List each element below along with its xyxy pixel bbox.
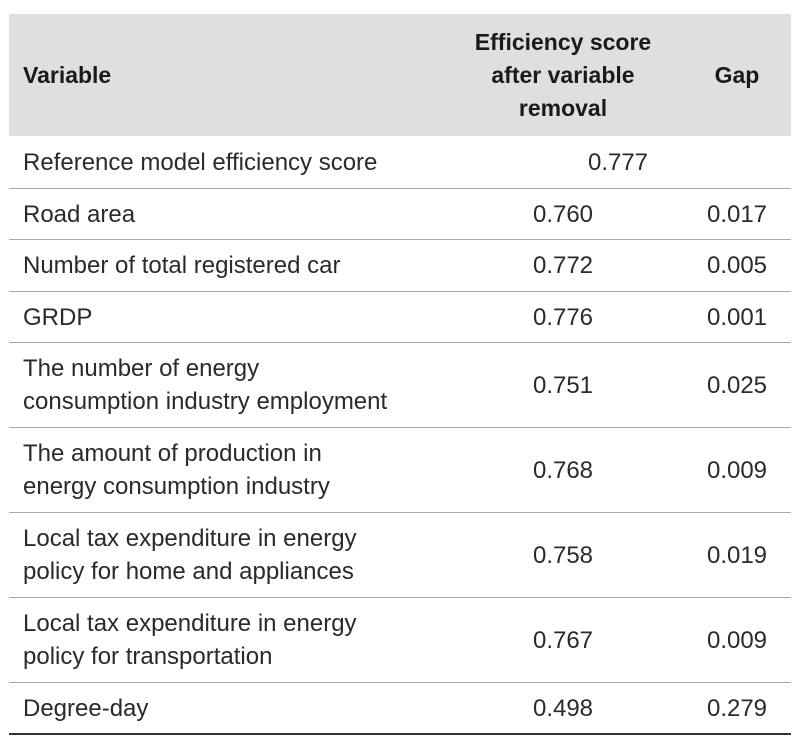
score-cell: 0.751 [532,371,594,399]
variable-cell: Local tax expenditure in energy policy f… [23,513,493,597]
variable-line: Road area [23,200,136,228]
gap-cell: 0.001 [706,303,768,331]
variable-line: policy for home and appliances [23,558,354,585]
table-header: Variable Efficiency score after variable… [9,14,791,136]
reference-value: 0.777 [587,148,649,176]
variable-line: Local tax expenditure in energy [23,610,357,637]
variable-cell: Number of total registered car [23,240,493,291]
variable-line: Local tax expenditure in energy [23,525,357,552]
table-row: Degree-day 0.498 0.279 [9,683,791,735]
gap-cell: 0.009 [706,626,768,654]
header-efficiency-line: after variable [491,61,635,88]
score-cell: 0.498 [532,694,594,722]
score-cell: 0.760 [532,200,594,228]
data-table: Variable Efficiency score after variable… [9,14,791,735]
variable-cell: Road area [23,189,493,239]
score-cell: 0.776 [532,303,594,331]
table-row: The number of energy consumption industr… [9,343,791,428]
header-variable: Variable [23,61,112,88]
table-row: Local tax expenditure in energy policy f… [9,513,791,598]
variable-line: GRDP [23,303,93,331]
gap-cell: 0.279 [706,694,768,722]
gap-cell: 0.019 [706,541,768,569]
variable-line: Number of total registered car [23,252,341,279]
gap-cell: 0.017 [706,200,768,228]
table-row: Number of total registered car 0.772 0.0… [9,240,791,292]
gap-cell: 0.009 [706,456,768,484]
header-gap: Gap [714,61,760,88]
variable-line: policy for transportation [23,643,273,670]
variable-cell: The amount of production in energy consu… [23,428,493,512]
variable-cell: The number of energy consumption industr… [23,343,493,427]
variable-cell: Local tax expenditure in energy policy f… [23,598,493,682]
gap-cell: 0.005 [706,252,768,279]
reference-row: Reference model efficiency score 0.777 [9,136,791,189]
reference-label: Reference model efficiency score [23,148,378,176]
table-row: The amount of production in energy consu… [9,428,791,513]
header-efficiency-line: Efficiency score [474,28,652,55]
table-row: GRDP 0.776 0.001 [9,292,791,343]
variable-cell: GRDP [23,292,493,342]
table-row: Road area 0.760 0.017 [9,189,791,240]
variable-line: The amount of production in [23,440,322,467]
variable-line: energy consumption industry [23,473,330,500]
score-cell: 0.768 [532,456,594,484]
table-row: Local tax expenditure in energy policy f… [9,598,791,683]
header-efficiency-line: removal [518,94,608,121]
variable-line: Degree-day [23,694,149,722]
variable-cell: Degree-day [23,683,493,733]
header-efficiency-score: Efficiency score after variable removal [443,14,683,136]
variable-line: consumption industry employment [23,388,388,415]
score-cell: 0.758 [532,541,594,569]
score-cell: 0.767 [532,626,594,654]
score-cell: 0.772 [532,252,594,279]
variable-line: The number of energy [23,355,260,382]
gap-cell: 0.025 [706,371,768,399]
